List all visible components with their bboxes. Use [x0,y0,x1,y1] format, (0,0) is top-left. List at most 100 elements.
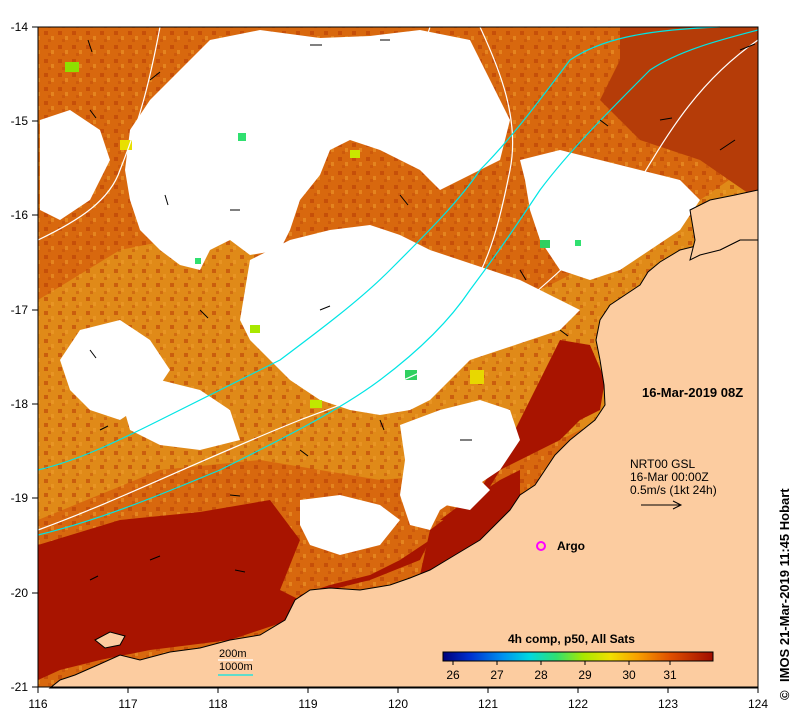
isobath-legend-200m-label: 200m [219,648,247,660]
y-tick-label: -18 [11,397,29,411]
x-tick-label: 121 [478,697,498,711]
isobath-legend: 200m 1000m [218,648,253,676]
colorbar-title: 4h comp, p50, All Sats [508,632,635,646]
y-tick-label: -19 [11,491,29,505]
current-arrow [399,194,409,206]
argo-marker[interactable]: Argo [536,539,585,553]
x-tick-label: 116 [28,697,47,711]
current-arrow [89,349,97,359]
cloud-mask [40,30,700,555]
cloud-region-south-patch [300,495,400,555]
isobath-1000m [37,26,721,471]
current-info-line1: NRT00 GSL [630,457,695,471]
colorbar-tick-label: 28 [534,668,548,682]
current-arrow [229,494,241,497]
current-info: NRT00 GSL 16-Mar 00:00Z 0.5m/s (1kt 24h) [630,457,717,510]
cool-spot [575,240,581,246]
current-arrow [599,119,609,127]
argo-float-icon[interactable] [536,541,546,551]
colorbar-ticks [452,661,671,665]
current-arrow [659,117,673,121]
colorbar-gradient [442,651,714,662]
y-tick-label: -14 [11,20,29,34]
y-tick-label: -21 [11,680,29,694]
cloud-region-central [240,225,580,415]
current-arrow [99,425,109,431]
y-tick-label: -17 [11,303,29,317]
current-arrow [299,449,309,457]
current-arrow [149,555,161,561]
cloud-region-east [520,150,700,280]
isobath-200m [394,26,431,111]
colorbar-tick-label: 27 [490,668,504,682]
map-area: Argo 16-Mar-2019 08Z NRT00 GSL 16-Mar 00… [37,26,759,689]
credit-symbol: © [777,690,792,700]
cool-spot [350,150,360,158]
credit-text: IMOS 21-Mar-2019 11:45 Hobart [777,488,792,682]
current-info-line3: 0.5m/s (1kt 24h) [630,483,717,497]
cool-spot [120,140,132,150]
cool-spot [250,325,260,333]
cool-spot [195,258,201,264]
x-tick-label: 117 [118,697,137,711]
scale-arrow-icon [641,500,683,510]
sst-hot-northeast [600,27,758,200]
y-axis-labels: -14 -15 -16 -17 -18 -19 -20 -21 [11,20,29,694]
isobath-200m [469,26,514,291]
cool-spot [238,133,246,141]
current-arrow [89,575,99,581]
date-label: 16-Mar-2019 08Z [642,385,743,400]
x-tick-label: 122 [568,697,588,711]
colorbar-tick-label: 30 [622,668,636,682]
cloud-region-inshore [400,400,520,530]
cloud-region-sw [440,470,490,510]
colorbar-tick-label: 26 [446,668,460,682]
cloud-region-main [125,30,510,270]
isobath-200m [37,26,161,241]
isobath-200m [37,39,759,531]
current-arrow [87,39,93,53]
isobath-legend-1000m-label: 1000m [219,661,253,673]
cool-spot [405,370,417,380]
y-tick-label: -16 [11,208,29,222]
x-tick-label: 120 [388,697,408,711]
x-tick-label: 119 [298,697,317,711]
cool-spot [470,370,484,384]
colorbar-tick-label: 31 [663,668,677,682]
current-arrow [739,43,756,51]
axis-ticks [32,26,759,693]
y-tick-label: -20 [11,586,29,600]
current-arrow [89,109,97,119]
current-arrow [719,139,736,151]
land-island [94,631,126,649]
argo-label: Argo [557,539,585,553]
current-arrow [149,71,161,81]
cool-spots [65,62,581,408]
x-tick-label: 123 [658,697,678,711]
colorbar-tick-label: 29 [578,668,592,682]
current-arrow [234,569,246,573]
current-arrow [519,269,527,281]
x-tick-label: 118 [208,697,227,711]
land-mainland [48,229,759,689]
cool-spot [540,240,550,248]
current-arrow [559,329,569,337]
current-arrow [164,194,169,206]
x-tick-label: 124 [748,697,768,711]
current-arrow [319,305,331,311]
current-arrow [379,419,385,431]
cool-spot [65,62,79,72]
sst-hot-offshore [420,470,520,575]
current-info-line2: 16-Mar 00:00Z [630,470,709,484]
cool-spot [310,400,322,408]
isobath-1000m [37,29,759,536]
y-tick-label: -15 [11,114,29,128]
sst-hot-south [38,340,605,680]
credit: © IMOS 21-Mar-2019 11:45 Hobart [777,488,792,700]
colorbar: 4h comp, p50, All Sats 26 27 28 29 30 31 [442,632,714,682]
cloud-region-nw [40,110,110,220]
land-peninsula [689,189,759,261]
current-arrow [199,309,209,319]
current-vectors [87,39,756,581]
